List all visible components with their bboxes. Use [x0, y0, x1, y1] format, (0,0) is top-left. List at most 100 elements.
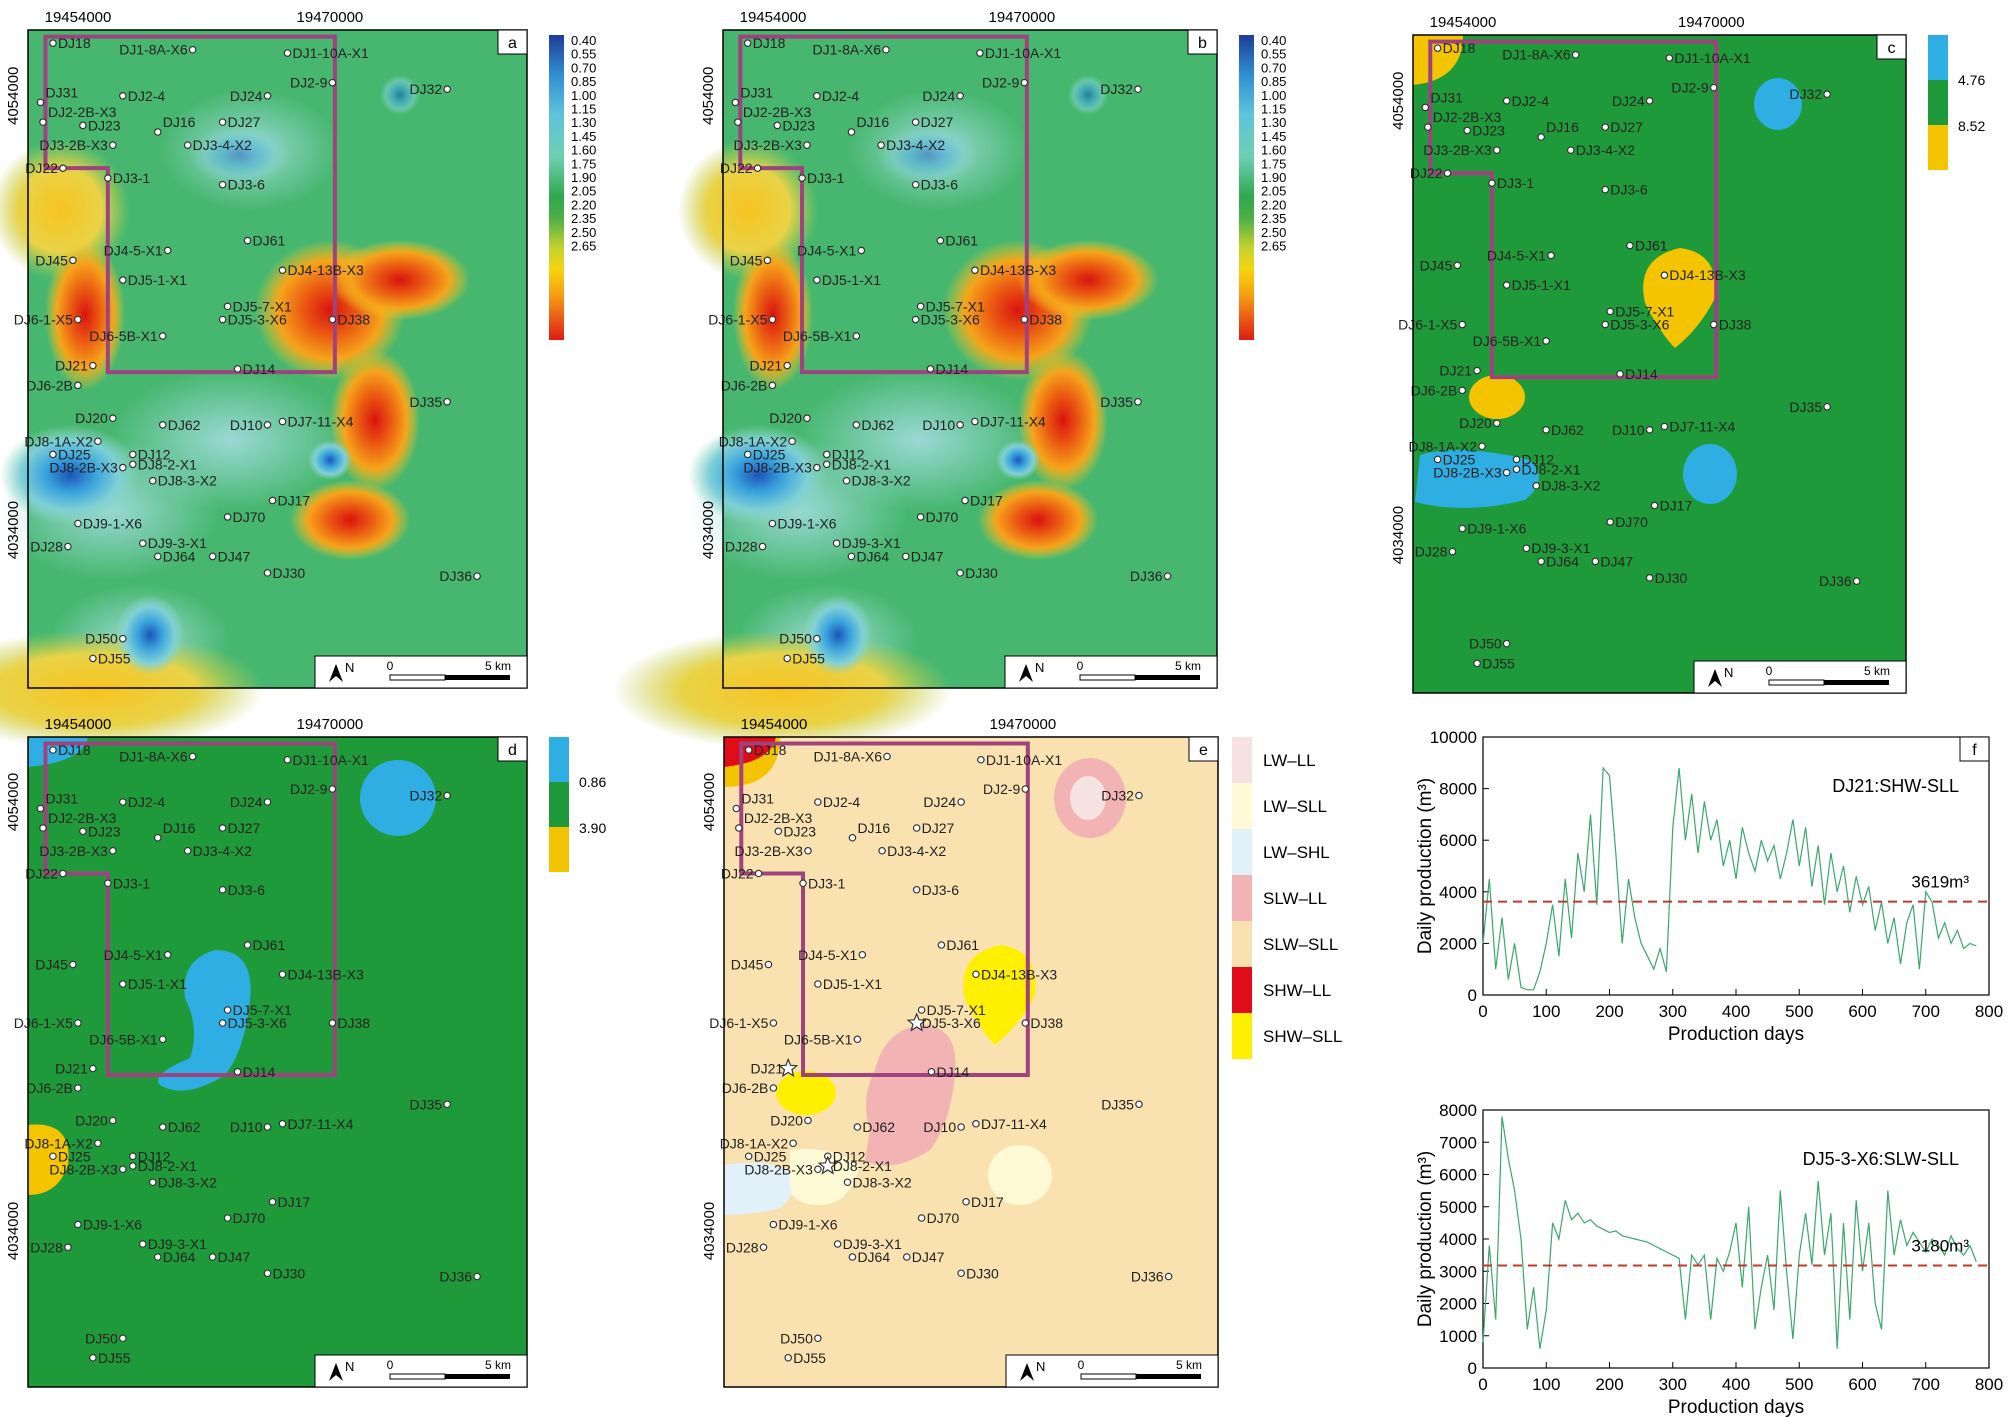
well-label: DJ5-1-X1	[823, 976, 882, 992]
color-scale-label: 2.50	[571, 225, 596, 240]
well-marker	[758, 542, 767, 551]
well-marker	[39, 824, 47, 832]
well-marker	[138, 539, 147, 548]
well-label: DJ70	[233, 1210, 266, 1226]
well-marker	[822, 460, 831, 469]
well-label: DJ23	[782, 117, 815, 133]
well-marker	[283, 755, 292, 764]
color-scale-label: 2.05	[1261, 184, 1286, 199]
well-label: DJ3-2B-X3	[735, 843, 804, 859]
well-marker	[857, 246, 866, 255]
well-marker	[1532, 481, 1541, 490]
well-marker	[443, 85, 451, 94]
well-marker	[1433, 44, 1442, 52]
well-marker	[972, 1119, 980, 1128]
well-label: DJ24	[922, 88, 955, 104]
well-label: DJ3-6	[228, 177, 266, 193]
well-marker	[188, 45, 197, 54]
well-marker	[1134, 85, 1142, 94]
scale-seg	[389, 1373, 446, 1380]
well-label: DJ3-1	[1497, 175, 1535, 191]
x-tick-label: 400	[1722, 1002, 1750, 1021]
well-label: DJ25	[58, 1148, 91, 1164]
well-marker	[49, 746, 57, 754]
well-marker	[218, 1019, 227, 1027]
well-label: DJ3-6	[921, 177, 959, 193]
well-marker	[443, 1100, 451, 1109]
well-label: DJ1-8A-X6	[1502, 47, 1571, 63]
well-marker	[119, 634, 127, 643]
color-scale-label: 1.30	[1261, 115, 1286, 130]
well-label: DJ30	[965, 565, 998, 581]
map-frame	[1412, 34, 1907, 694]
well-marker	[1473, 659, 1481, 668]
well-marker	[1512, 465, 1521, 474]
well-marker	[69, 256, 77, 265]
well-label: DJ62	[862, 1119, 895, 1135]
map-frame	[27, 736, 528, 1388]
well-marker	[843, 1178, 852, 1187]
well-label: DJ55	[98, 650, 131, 666]
well-label: DJ2-9	[982, 75, 1020, 91]
y-tick-label: 0	[1468, 1359, 1477, 1378]
scale-box	[1693, 660, 1907, 694]
well-marker	[39, 118, 47, 126]
well-label: DJ10	[922, 417, 955, 433]
well-marker	[1458, 524, 1467, 533]
well-label: DJ1-10A-X1	[292, 752, 368, 768]
legend-green	[1928, 80, 1948, 125]
x-coord-left: 19454000	[741, 716, 808, 733]
well-label: DJ2-9	[290, 75, 328, 91]
well-label: DJ9-1-X6	[83, 1217, 142, 1233]
well-label: DJ38	[1029, 312, 1062, 328]
well-marker	[911, 315, 920, 324]
well-marker	[1463, 126, 1472, 135]
y-tick-label: 3000	[1439, 1262, 1477, 1281]
well-marker	[1453, 261, 1462, 270]
well-label: DJ31	[45, 791, 78, 807]
well-label: DJ45	[35, 957, 68, 973]
well-marker	[74, 315, 82, 324]
y-coord-top: 4054000	[5, 773, 22, 831]
well-label: DJ10	[923, 1119, 956, 1135]
x-tick-label: 100	[1532, 1002, 1560, 1021]
well-marker	[814, 798, 822, 806]
y-coord-top: 4054000	[701, 773, 718, 831]
x-coord-right: 19470000	[988, 9, 1055, 26]
map-panel-e: DJ18 DJ1-8A-X6 DJ1-10A-X1 DJ2-9 DJ31 DJ32 DJ2-…	[701, 716, 1342, 1388]
y-coord-bottom: 4034000	[5, 1202, 22, 1260]
well-marker	[94, 1139, 102, 1148]
well-marker	[1488, 179, 1496, 187]
well-marker	[813, 463, 821, 472]
x-coord-left: 19454000	[1430, 14, 1497, 31]
legend-threshold-high: 8.52	[1958, 118, 1985, 134]
panel-letter: b	[1198, 35, 1207, 52]
well-marker	[956, 420, 964, 429]
well-marker	[814, 980, 822, 988]
well-marker	[1616, 370, 1624, 378]
well-marker	[788, 437, 796, 446]
well-marker	[1591, 557, 1600, 566]
well-label: DJ30	[273, 1265, 306, 1281]
well-label: DJ4-13B-X3	[287, 262, 363, 278]
north-label: N	[345, 660, 354, 675]
well-marker	[1135, 791, 1143, 800]
well-marker	[784, 1353, 793, 1362]
well-marker	[852, 332, 861, 340]
north-arrow-icon	[1020, 1363, 1034, 1381]
x-tick-label: 200	[1595, 1002, 1623, 1021]
well-label: DJ6-1-X5	[14, 312, 73, 328]
well-marker	[218, 824, 227, 832]
well-label: DJ20	[769, 410, 802, 426]
well-label: DJ6-1-X5	[1398, 317, 1457, 333]
well-marker	[961, 496, 969, 505]
x-tick-label: 200	[1595, 1375, 1623, 1394]
well-marker	[1493, 419, 1501, 428]
well-marker	[1709, 320, 1718, 329]
well-label: DJ8-3-X2	[158, 1174, 217, 1190]
well-label: DJ21	[55, 1061, 88, 1077]
well-label: DJ3-4-X2	[1576, 142, 1635, 158]
well-label: DJ8-3-X2	[1541, 478, 1600, 494]
well-marker	[473, 1272, 481, 1281]
well-marker	[769, 1220, 778, 1229]
